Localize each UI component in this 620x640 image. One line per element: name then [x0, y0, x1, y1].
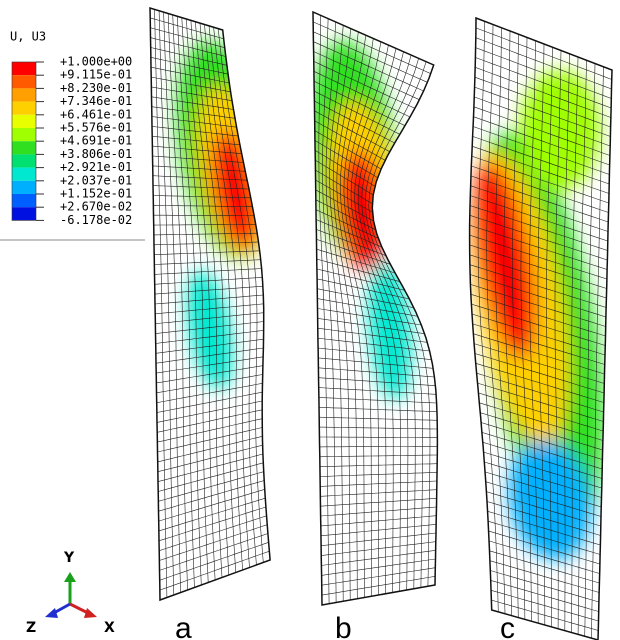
legend-swatch — [12, 88, 36, 102]
mesh-outline — [312, 10, 439, 606]
legend-label: +2.670e-02 — [60, 200, 132, 214]
mesh-column — [336, 31, 365, 598]
mesh-column — [347, 41, 387, 594]
legend-label: +2.037e-01 — [60, 173, 132, 187]
mesh-panel: b — [312, 10, 439, 640]
mesh-column — [354, 48, 401, 592]
axis-triad: Y Z X — [26, 550, 115, 636]
legend-swatch — [12, 75, 36, 89]
legend-swatch — [12, 194, 36, 208]
mesh-column — [167, 13, 188, 591]
x-arrowhead — [84, 608, 97, 618]
mesh-column — [217, 28, 264, 563]
mesh-column — [158, 10, 175, 596]
mesh-outline — [468, 16, 613, 640]
legend-swatch — [12, 141, 36, 155]
mesh-column — [181, 17, 209, 583]
mesh-outline — [149, 6, 271, 602]
mesh-column — [554, 50, 562, 629]
mesh-column — [154, 9, 168, 598]
mesh-column — [213, 27, 257, 566]
contour-blob — [474, 161, 536, 359]
axis-label-z: Z — [26, 620, 36, 636]
legend-label: +4.691e-01 — [60, 134, 132, 148]
mesh-column — [546, 47, 553, 627]
mesh-column — [486, 24, 506, 614]
legend-label: +6.461e-01 — [60, 107, 132, 121]
axis-label-x: X — [104, 620, 115, 636]
legend-swatch — [12, 154, 36, 168]
legend-label: +9.115e-01 — [60, 68, 132, 82]
mesh-panel: c — [468, 16, 613, 640]
mesh-column — [343, 38, 379, 595]
legend-label: +1.152e-01 — [60, 187, 132, 201]
y-arrowhead — [64, 572, 76, 582]
legend-label: +2.921e-01 — [60, 160, 132, 174]
legend-swatch — [12, 114, 36, 128]
legend-label: +8.230e-01 — [60, 81, 132, 95]
legend-swatch — [12, 128, 36, 142]
mesh-column — [199, 23, 236, 573]
legend-label: +7.346e-01 — [60, 94, 132, 108]
mesh-column — [477, 21, 499, 612]
legend-swatch — [12, 180, 36, 194]
legend-title: U, U3 — [10, 30, 46, 44]
legend-label: -6.178e-02 — [60, 213, 132, 227]
mesh-column — [350, 45, 394, 593]
mesh-column — [190, 20, 223, 578]
contour-field — [471, 70, 605, 560]
contour-blobs — [471, 70, 605, 560]
mesh-column — [571, 56, 579, 633]
legend-swatch — [12, 167, 36, 181]
mesh-column — [357, 51, 409, 591]
mesh-column — [195, 21, 230, 576]
mesh-column — [591, 66, 604, 639]
panels: a b c — [149, 6, 613, 640]
mesh-column — [537, 43, 546, 625]
mesh-column — [520, 37, 532, 622]
legend-swatch — [12, 207, 36, 221]
panel-label: c — [500, 612, 515, 640]
mesh-column — [186, 18, 216, 581]
mesh-column — [577, 60, 587, 635]
axis-label-y: Y — [63, 550, 75, 566]
mesh-column — [163, 12, 181, 593]
panel-label: b — [335, 612, 352, 640]
mesh-column — [361, 55, 416, 589]
mesh-column — [368, 61, 431, 587]
mesh-column — [503, 30, 519, 618]
mesh-column — [322, 18, 337, 603]
mesh-column — [172, 14, 195, 588]
mesh-column — [318, 15, 330, 604]
z-arrowhead — [45, 608, 58, 618]
mesh-column — [512, 34, 526, 620]
mesh-column — [529, 40, 539, 624]
legend-label: +3.806e-01 — [60, 147, 132, 161]
mesh-column — [325, 21, 344, 602]
mesh-column — [494, 27, 512, 616]
mesh-column — [364, 58, 423, 588]
mesh-column — [208, 25, 250, 568]
mesh-column — [584, 63, 596, 637]
legend-swatch — [12, 62, 36, 76]
contour-blob — [369, 260, 411, 400]
mesh-column — [177, 16, 202, 586]
mesh-column — [339, 35, 372, 597]
panel-label: a — [175, 612, 192, 640]
legend: +1.000e+00+9.115e-01+8.230e-01+7.346e-01… — [11, 55, 132, 227]
mesh-column — [329, 25, 351, 601]
mesh-column — [563, 53, 570, 631]
mesh-panel: a — [149, 6, 271, 640]
mesh-column — [204, 24, 243, 571]
legend-label: +1.000e+00 — [60, 55, 132, 69]
legend-label: +5.576e-01 — [60, 121, 132, 135]
contour-blob — [509, 440, 591, 560]
mesh-column — [332, 28, 358, 599]
legend-swatch — [12, 101, 36, 115]
